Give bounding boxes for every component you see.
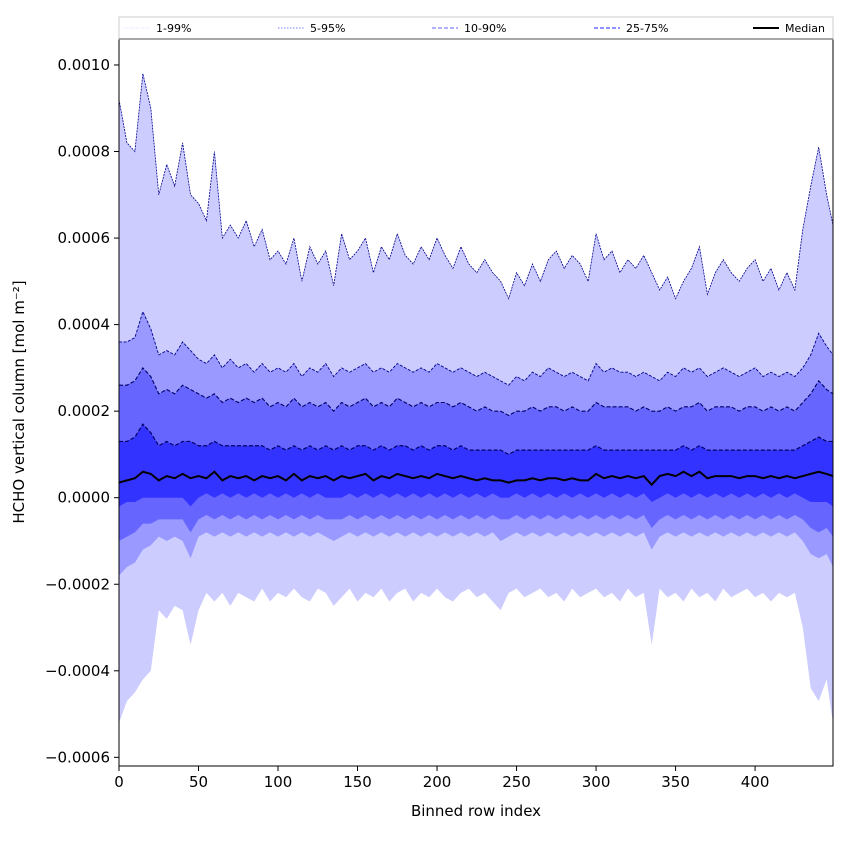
y-axis-label: HCHO vertical column [mol m⁻²]	[10, 280, 28, 523]
y-tick-label: −0.0002	[45, 575, 110, 593]
y-tick-label: 0.0002	[58, 402, 111, 420]
y-tick-label: −0.0006	[45, 748, 110, 766]
x-tick-label: 300	[582, 773, 611, 791]
legend: 1-99% 5-95% 10-90% 25-75% Median	[119, 17, 833, 39]
x-tick-label: 250	[502, 773, 531, 791]
legend-label-5-95-: 5-95%	[310, 22, 345, 35]
legend-label-median: Median	[785, 22, 825, 35]
x-tick-label: 150	[343, 773, 372, 791]
x-tick-label: 100	[264, 773, 293, 791]
y-tick-label: 0.0008	[58, 143, 111, 161]
percentile-bands	[119, 74, 833, 723]
y-tick-label: −0.0004	[45, 662, 110, 680]
legend-label-10-90-: 10-90%	[464, 22, 506, 35]
x-tick-label: 400	[741, 773, 770, 791]
y-axis-ticks: −0.0006 −0.0004 −0.0002 0.0000 0.0002 0.0004 0…	[45, 56, 119, 766]
legend-label-25-75-: 25-75%	[626, 22, 668, 35]
y-tick-label: 0.0004	[58, 316, 111, 334]
y-tick-label: 0.0010	[58, 56, 111, 74]
x-tick-label: 200	[423, 773, 452, 791]
x-axis-ticks: 0 50 100 150 200 250 300 350 400	[114, 766, 769, 791]
y-tick-label: 0.0000	[58, 489, 111, 507]
x-tick-label: 0	[114, 773, 124, 791]
y-tick-label: 0.0006	[58, 229, 111, 247]
x-tick-label: 50	[189, 773, 208, 791]
x-tick-label: 350	[661, 773, 690, 791]
x-axis-label: Binned row index	[411, 802, 541, 820]
legend-label-1-99-: 1-99%	[156, 22, 191, 35]
